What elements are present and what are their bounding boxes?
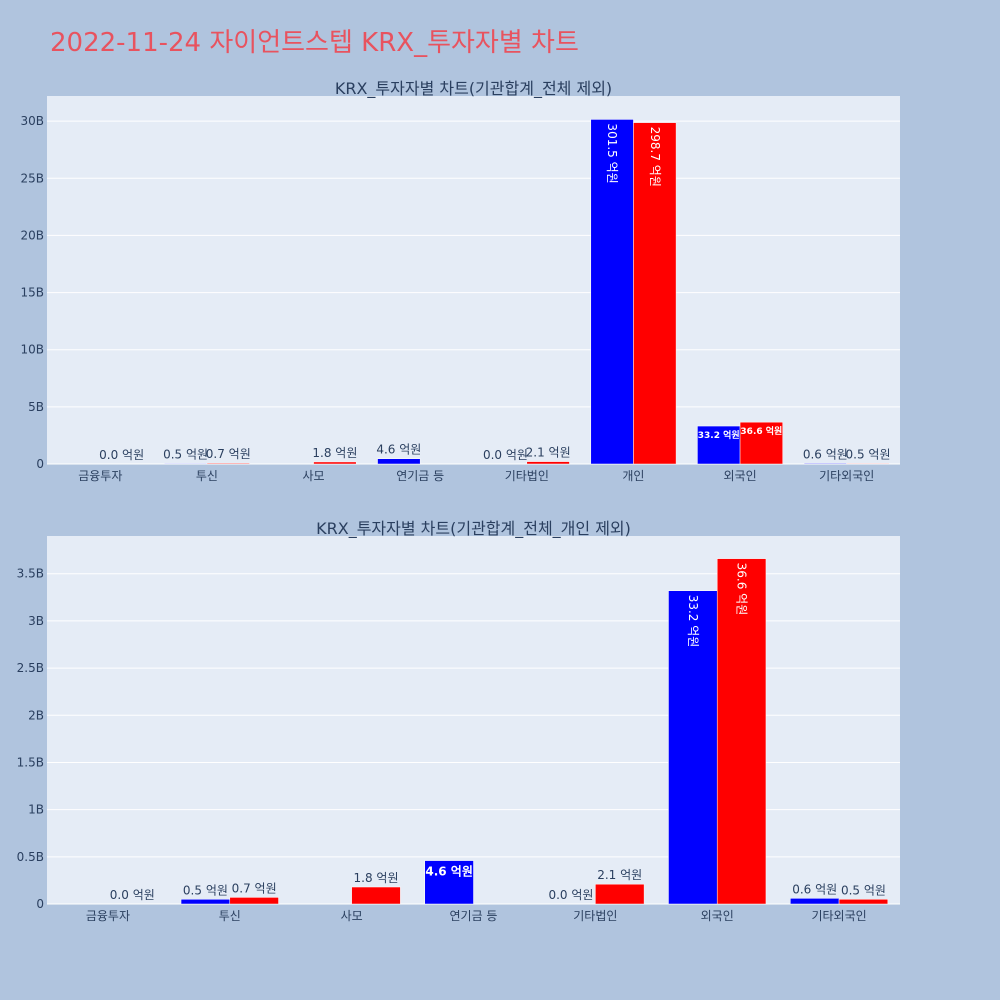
y-tick-label: 0 bbox=[36, 457, 44, 471]
x-tick-label: 사모 bbox=[303, 469, 325, 483]
bar bbox=[590, 119, 634, 465]
bar bbox=[803, 463, 847, 465]
data-label: 36.6 억원 bbox=[740, 425, 782, 437]
y-tick-label: 10B bbox=[20, 343, 44, 357]
data-label: 4.6 억원 bbox=[376, 443, 421, 457]
bar bbox=[526, 461, 570, 465]
chart-title: KRX_투자자별 차트(기관합계_전체 제외) bbox=[335, 79, 612, 99]
data-label: 0.7 억원 bbox=[206, 447, 251, 461]
x-tick-label: 금융투자 bbox=[78, 469, 122, 483]
data-label: 301.5 억원 bbox=[605, 123, 619, 183]
plot-area bbox=[47, 96, 900, 464]
data-label: 0.5 억원 bbox=[163, 447, 208, 461]
y-tick-label: 5B bbox=[28, 400, 44, 414]
data-label: 0.6 억원 bbox=[803, 447, 848, 461]
x-tick-label: 개인 bbox=[622, 469, 644, 483]
x-tick-label: 기타법인 bbox=[505, 469, 549, 483]
data-label: 0.5 억원 bbox=[846, 447, 891, 461]
data-label: 298.7 억원 bbox=[648, 127, 662, 187]
y-tick-label: 15B bbox=[20, 286, 44, 300]
data-label: 1.8 억원 bbox=[312, 446, 357, 460]
x-tick-label: 외국인 bbox=[724, 469, 757, 483]
bar bbox=[697, 425, 741, 465]
y-tick-label: 30B bbox=[20, 114, 44, 128]
bar bbox=[206, 462, 250, 465]
x-tick-label: 투신 bbox=[196, 469, 218, 483]
data-label: 33.2 억원 bbox=[698, 429, 740, 441]
bar bbox=[313, 461, 357, 465]
bar bbox=[164, 463, 208, 465]
data-label: 0.0 억원 bbox=[483, 448, 528, 462]
bar bbox=[846, 463, 890, 465]
data-label: 2.1 억원 bbox=[526, 446, 571, 460]
page-title: 2022-11-24 자이언트스텝 KRX_투자자별 차트 bbox=[50, 28, 579, 58]
x-tick-label: 기타외국인 bbox=[819, 469, 874, 483]
x-tick-label: 연기금 등 bbox=[396, 469, 444, 483]
bar bbox=[739, 421, 783, 465]
y-tick-label: 20B bbox=[20, 228, 44, 242]
y-tick-label: 25B bbox=[20, 171, 44, 185]
data-label: 0.0 억원 bbox=[99, 448, 144, 462]
bar bbox=[377, 458, 421, 465]
bar bbox=[633, 122, 677, 465]
